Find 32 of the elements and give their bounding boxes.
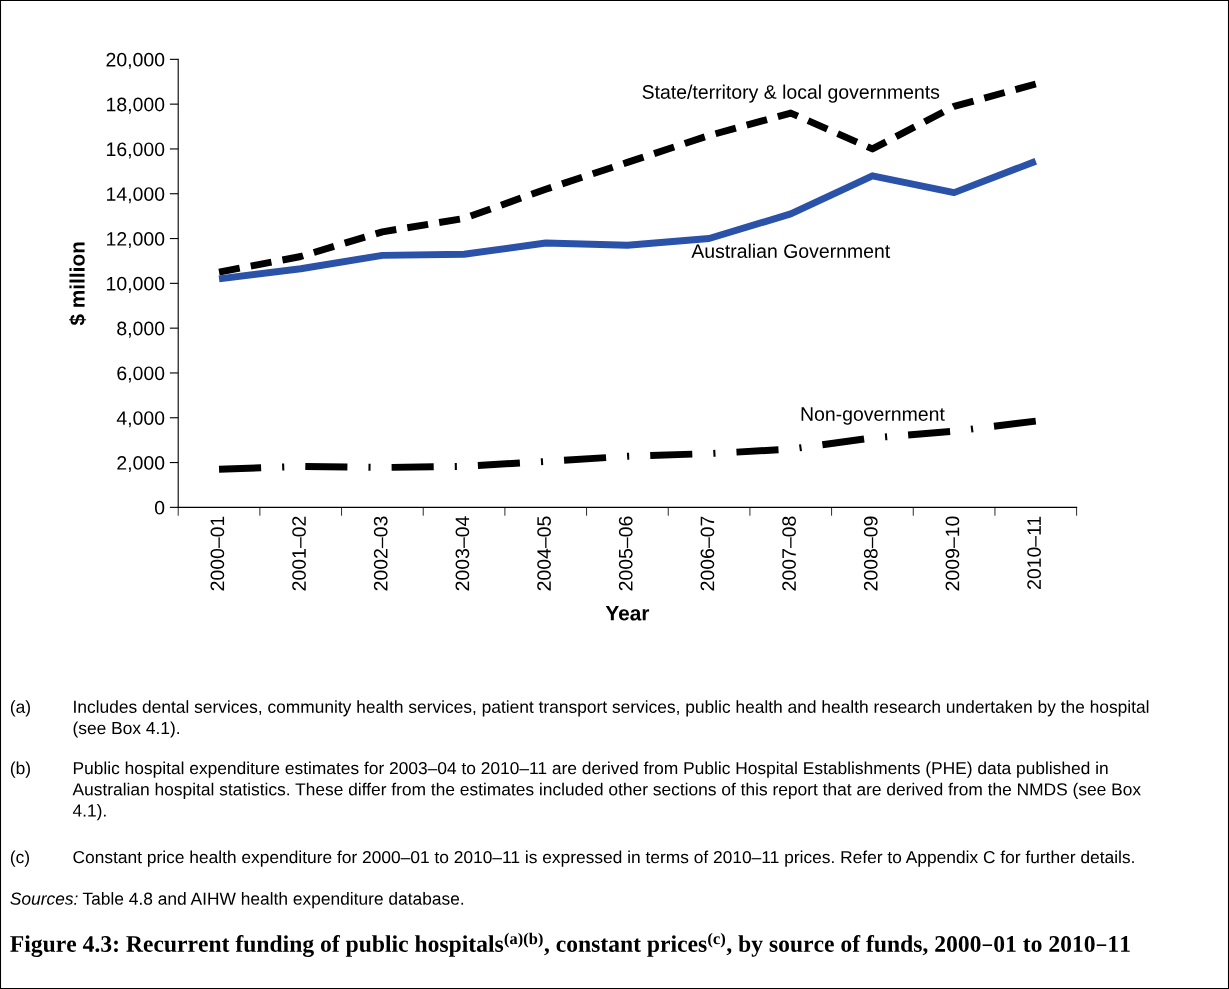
x-tick-label: 2009–10 [945,516,960,591]
y-tick-label: 4,000 [116,411,165,428]
x-tick-label: 2004–05 [537,516,551,591]
text: (c) Constant price health expenditure for 2000–01 to 2010–11 is expressed in terms of 2010–11 prices. Refer to Appendix C for further details. [10,850,1134,867]
x-axis-title: Year [605,606,650,621]
source-note: Sources: Table 4.8 and AIHW health expenditure database. [10,892,464,909]
y-tick-label: 0 [154,500,165,515]
y-axis-title: $ million [69,242,87,326]
y-tick-label: 8,000 [117,321,165,338]
text: Figure 4.3: Recurrent funding of public hospitals$^{(a)(b)}$, constant prices$^{(c)}$, by source of funds, 2000–01 to 2010–11 [10,932,1130,957]
y-tick-label: 10,000 [107,276,165,293]
y-tick-label: 12,000 [107,232,165,249]
y-tick-label: 14,000 [107,187,165,204]
y-tick-label: 18,000 [107,97,165,114]
text: (b) Public hospital expenditure estimates for 2003–04 to 2010–11 are derived from Public Hospital Establishments (PHE) data published in Australian hospital statistics. These differ from the estimates included other sections of this report that are derived from the NMDS (see Box 4.1). [10,761,1141,821]
text: (a) Includes dental services, community health services, patient transport services, public health and health research undertaken by the hospital (see Box 4.1). [10,700,1149,738]
series-label: Australian Government [691,243,891,259]
x-tick-label: 2008–09 [863,516,878,591]
y-tick-label: 2,000 [117,456,165,473]
series-label: Non-government [801,407,945,425]
x-tick-label: 2001–02 [292,516,306,591]
x-tick-label: 2000–01 [210,516,225,591]
x-tick-label: 2003–04 [455,516,470,591]
x-tick-label: 2006–07 [700,516,715,591]
y-tick-label: 6,000 [117,366,165,383]
y-tick-label: 16,000 [107,142,165,159]
x-tick-label: 2010–11 [1027,516,1041,589]
x-tick-label: 2005–06 [618,516,633,591]
y-tick-label: 20,000 [106,52,165,69]
x-tick-label: 2002–03 [373,516,388,591]
x-tick-label: 2007–08 [782,516,796,591]
series-label: State/territory & local governments [642,84,940,103]
